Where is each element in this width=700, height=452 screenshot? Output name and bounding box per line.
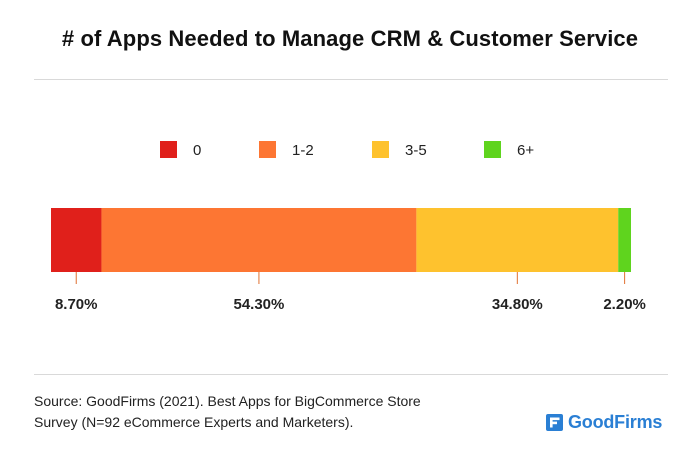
legend-swatch-6+ bbox=[484, 141, 501, 158]
chart-title: # of Apps Needed to Manage CRM & Custome… bbox=[61, 26, 639, 51]
source-note: Source: GoodFirms (2021). Best Apps for … bbox=[34, 391, 494, 433]
brand-logo: GoodFirms bbox=[546, 412, 662, 433]
bar-segment-6+ bbox=[618, 208, 631, 272]
legend-swatch-1-2 bbox=[259, 141, 276, 158]
brand-name: GoodFirms bbox=[568, 412, 663, 432]
legend-label-1-2: 1-2 bbox=[292, 142, 314, 159]
bar-segment-3-5 bbox=[416, 208, 619, 272]
data-label-1-2: 54.30% bbox=[233, 296, 284, 313]
source-line-2: Survey (N=92 eCommerce Experts and Marke… bbox=[34, 414, 354, 430]
source-line-1: Source: GoodFirms (2021). Best Apps for … bbox=[34, 393, 421, 409]
data-label-0: 8.70% bbox=[55, 296, 98, 313]
legend-swatch-0 bbox=[160, 141, 177, 158]
legend: 0 1-2 3-5 6+ bbox=[160, 141, 534, 159]
footer-divider bbox=[34, 374, 668, 375]
bar-segment-1-2 bbox=[101, 208, 417, 272]
data-label-6+: 2.20% bbox=[603, 296, 646, 313]
legend-label-0: 0 bbox=[193, 142, 201, 159]
stacked-bar-chart: 0 1-2 3-5 6+ 8.70% 54.30% 34.80% 2.20% bbox=[51, 141, 646, 313]
bar-track bbox=[51, 208, 631, 272]
legend-label-6+: 6+ bbox=[517, 142, 534, 159]
title-divider bbox=[34, 79, 668, 80]
goodfirms-logo-icon bbox=[546, 414, 563, 431]
data-label-3-5: 34.80% bbox=[492, 296, 543, 313]
data-labels: 8.70% 54.30% 34.80% 2.20% bbox=[55, 272, 646, 313]
bar-segment-0 bbox=[51, 208, 102, 272]
legend-label-3-5: 3-5 bbox=[405, 142, 427, 159]
legend-swatch-3-5 bbox=[372, 141, 389, 158]
